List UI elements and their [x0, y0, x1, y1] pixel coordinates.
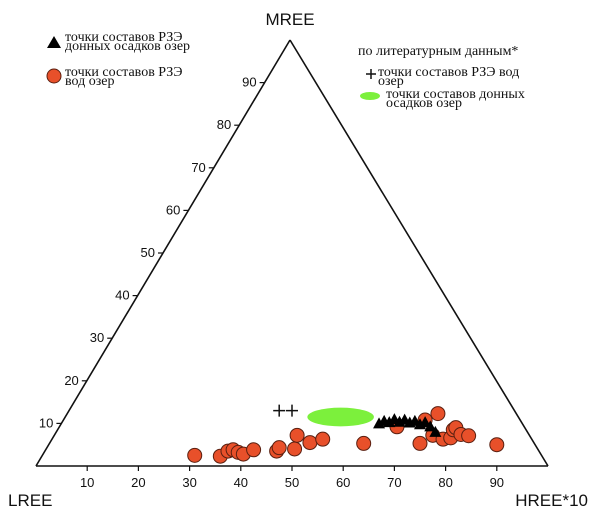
legend-lit-water-line1: точки составов РЗЭ вод [378, 65, 519, 80]
bottom-tick-label-40: 40 [234, 475, 248, 490]
sediment-point-10 [424, 420, 437, 432]
water-point-6 [246, 442, 262, 458]
lit-water-plus-1 [286, 404, 298, 417]
legend-water-line2: вод озер [65, 74, 114, 89]
legend-lit-sediment-line2: осадков озер [386, 96, 462, 111]
bottom-tick-label-30: 30 [182, 475, 196, 490]
lit-water-plus-0 [273, 404, 286, 417]
legend-item-water: точки составов РЗЭ вод озер [46, 65, 183, 89]
ternary-ticks: 10 20 30 40 50 60 70 80 90 10 20 30 40 50 60 70 80 90 [39, 75, 504, 490]
bottom-tick-label-80: 80 [438, 475, 452, 490]
vertex-label-right: HREE*10 [515, 491, 588, 510]
left-tick-label-30: 30 [90, 330, 104, 345]
bottom-tick-label-60: 60 [336, 475, 350, 490]
legend-item-sediment: точки составов РЗЭ донных осадков озер [47, 30, 190, 54]
legend-right: по литературным данным* точки составов Р… [358, 44, 525, 111]
water-point-15 [412, 435, 428, 451]
legend-ellipse-marker [360, 92, 380, 100]
water-point-12 [315, 431, 331, 447]
legend-left: точки составов РЗЭ донных осадков озер т… [46, 30, 190, 89]
water-point-13 [356, 435, 372, 451]
legend-sediment-line2: донных осадков озер [65, 39, 190, 54]
left-tick-label-10: 10 [39, 415, 53, 430]
legend-lit-sediment-line1: точки составов донных [386, 87, 525, 102]
sediment-point-2 [383, 416, 396, 428]
left-tick-label-20: 20 [64, 373, 78, 388]
legend-lit-water-line2: озер [378, 74, 404, 89]
vertex-label-left: LREE [8, 491, 52, 510]
lit-sediment-ellipse [307, 407, 374, 427]
left-tick-label-90: 90 [242, 75, 256, 90]
left-tick-label-40: 40 [115, 288, 129, 303]
left-tick-label-80: 80 [217, 117, 231, 132]
water-point-0 [187, 447, 203, 463]
bottom-tick-label-10: 10 [80, 475, 94, 490]
left-tick-label-70: 70 [191, 160, 205, 175]
vertex-label-top: MREE [265, 10, 314, 29]
bottom-tick-label-50: 50 [285, 475, 299, 490]
bottom-tick-label-20: 20 [131, 475, 145, 490]
legend-plus-marker [366, 69, 376, 79]
ternary-axes [35, 39, 549, 467]
legend-water-line1: точки составов РЗЭ [65, 65, 183, 80]
legend-circle-marker [46, 68, 62, 84]
bottom-tick-label-70: 70 [387, 475, 401, 490]
sediment-point-11 [429, 425, 442, 437]
ternary-marks [187, 404, 505, 464]
left-tick-label-60: 60 [166, 202, 180, 217]
axis-right [289, 39, 549, 467]
water-point-10 [289, 427, 305, 443]
legend-literature-header: по литературным данным* [358, 44, 518, 59]
left-tick-label-50: 50 [141, 245, 155, 260]
legend-sediment-line1: точки составов РЗЭ [65, 30, 183, 45]
water-point-18 [430, 406, 446, 422]
bottom-tick-label-90: 90 [490, 475, 504, 490]
water-point-24 [461, 428, 477, 444]
water-point-9 [287, 441, 303, 457]
legend-triangle-marker [47, 36, 61, 48]
legend-item-lit-sediment: точки составов донных осадков озер [360, 87, 525, 111]
water-point-8 [271, 440, 287, 456]
legend-item-lit-water: точки составов РЗЭ вод озер [366, 65, 519, 89]
water-point-25 [489, 437, 505, 453]
water-point-11 [302, 435, 318, 451]
